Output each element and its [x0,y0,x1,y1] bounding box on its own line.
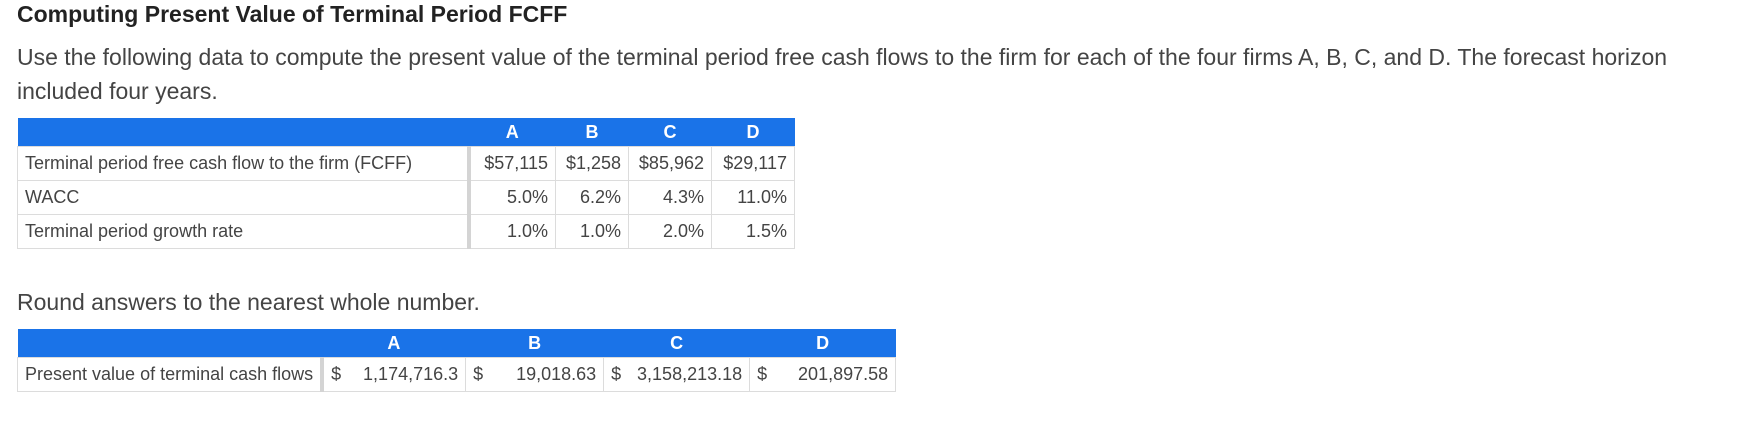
problem-title: Computing Present Value of Terminal Peri… [17,1,568,27]
fcff-d: $29,117 [711,146,795,181]
currency-symbol-c: $ [603,357,628,392]
wacc-c: 4.3% [628,180,712,215]
currency-symbol-a: $ [321,357,348,392]
answer-table: A B C D Present value of terminal cash f… [17,329,897,392]
table-row: WACC 5.0% 6.2% 4.3% 11.0% [17,180,795,215]
fcff-b: $1,258 [555,146,629,181]
pv-answer-d[interactable]: 201,897.58 [773,357,897,392]
pv-answer-a[interactable]: 1,174,716.3 [347,357,467,392]
answer-header-b: B [465,329,604,358]
row-label-pv: Present value of terminal cash flows [17,357,325,392]
answer-header-c: C [603,329,750,358]
input-header-c: C [628,118,712,147]
pv-answer-c[interactable]: 3,158,213.18 [627,357,751,392]
row-label-fcff: Terminal period free cash flow to the fi… [17,146,471,181]
currency-symbol-b: $ [465,357,490,392]
growth-d: 1.5% [711,214,795,249]
table-row: Terminal period free cash flow to the fi… [17,146,795,181]
answer-header-row: A B C D [17,329,896,358]
currency-symbol-d: $ [749,357,774,392]
pv-answer-b[interactable]: 19,018.63 [489,357,605,392]
input-header-a: A [469,118,556,147]
wacc-a: 5.0% [468,180,556,215]
wacc-b: 6.2% [555,180,629,215]
input-header-b: B [555,118,629,147]
wacc-d: 11.0% [711,180,795,215]
fcff-a: $57,115 [468,146,556,181]
input-header-blank [17,118,469,147]
fcff-c: $85,962 [628,146,712,181]
growth-a: 1.0% [468,214,556,249]
row-label-growth: Terminal period growth rate [17,214,471,249]
growth-b: 1.0% [555,214,629,249]
answer-header-a: A [322,329,466,358]
answer-header-d: D [749,329,896,358]
table-row: Present value of terminal cash flows $ 1… [17,357,897,392]
table-row: Terminal period growth rate 1.0% 1.0% 2.… [17,214,795,249]
input-data-table: A B C D Terminal period free cash flow t… [17,118,795,249]
input-header-d: D [711,118,795,147]
problem-intro: Use the following data to compute the pr… [17,44,1668,104]
answer-header-blank [17,329,323,358]
growth-c: 2.0% [628,214,712,249]
input-header-row: A B C D [17,118,795,147]
row-label-wacc: WACC [17,180,471,215]
rounding-instruction: Round answers to the nearest whole numbe… [17,289,480,315]
problem-page: Computing Present Value of Terminal Peri… [17,0,1743,392]
